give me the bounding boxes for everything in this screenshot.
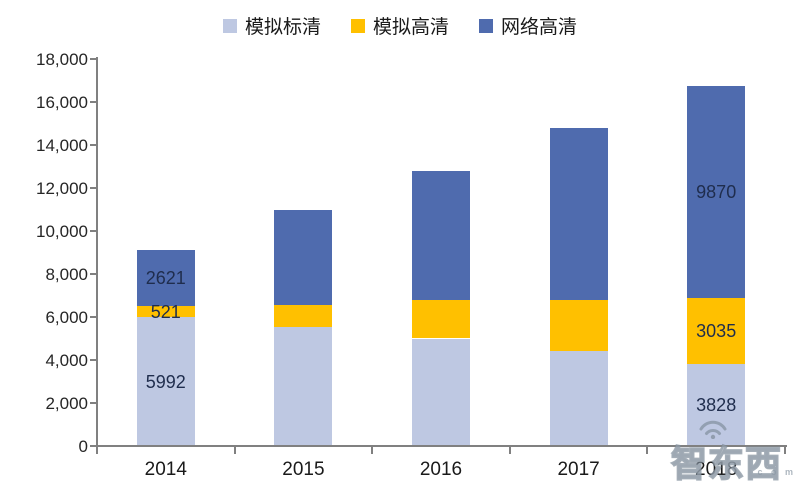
x-category-label: 2015 (282, 459, 325, 480)
bar-value-label: 521 (150, 301, 181, 322)
bar-value-label: 9870 (696, 182, 737, 203)
y-tick-label: 2,000 (45, 393, 88, 413)
bar-segment-2015 (274, 305, 333, 327)
y-tick-mark (90, 359, 96, 361)
bar-value-label: 5992 (145, 371, 186, 392)
watermark-com-suffix: c o m (757, 467, 796, 477)
x-tick-mark (646, 447, 649, 454)
y-tick-label: 12,000 (36, 178, 88, 198)
x-category-label: 2017 (557, 459, 600, 480)
bar-segment-2014 (136, 249, 195, 306)
bar-segment-2017 (549, 351, 608, 446)
bar-segment-2015 (274, 209, 333, 306)
y-tick-mark (90, 101, 96, 103)
y-tick-label: 14,000 (36, 135, 88, 155)
x-category-label: 2018 (695, 459, 738, 480)
y-tick-mark (90, 230, 96, 232)
y-tick-mark (90, 58, 96, 60)
y-tick-mark (90, 187, 96, 189)
legend-item-standard: 模拟标清 (222, 12, 321, 39)
y-tick-label: 6,000 (45, 307, 88, 327)
y-tick-mark (90, 144, 96, 146)
bar-value-label: 2621 (145, 267, 186, 288)
x-category-label: 2014 (144, 459, 187, 480)
legend-label-standard: 模拟标清 (244, 17, 321, 38)
legend-label-network-hd: 网络高清 (501, 17, 578, 38)
x-axis-line (96, 445, 787, 447)
bar-segment-2016 (412, 338, 470, 446)
x-tick-mark (508, 447, 511, 454)
y-tick-mark (90, 273, 96, 275)
bar-segment-2016 (412, 299, 470, 339)
y-tick-label: 8,000 (45, 264, 88, 284)
x-tick-mark (371, 447, 374, 454)
bar-segment-2017 (549, 127, 608, 300)
bar-segment-2016 (412, 170, 470, 300)
bar-value-label: 3035 (696, 321, 737, 342)
y-tick-mark (90, 445, 96, 447)
legend-label-analog-hd: 模拟高清 (372, 17, 449, 38)
legend-swatch-standard (222, 18, 237, 33)
x-tick-mark (96, 447, 98, 454)
bar-value-label: 3828 (696, 394, 737, 415)
legend-item-analog-hd: 模拟高清 (350, 12, 449, 39)
y-tick-label: 10,000 (36, 221, 88, 241)
y-axis-line (96, 57, 98, 447)
bar-segment-2014 (136, 317, 195, 446)
bar-segment-2015 (274, 326, 333, 446)
bar-segment-2018 (687, 86, 746, 299)
x-tick-mark (233, 447, 236, 454)
chart-legend: 模拟标清 模拟高清 网络高清 (0, 12, 800, 39)
legend-swatch-analog-hd (350, 18, 365, 33)
bar-segment-2018 (687, 298, 746, 364)
x-tick-mark (784, 447, 786, 454)
bar-segment-2014 (136, 305, 195, 318)
x-category-label: 2016 (419, 459, 463, 480)
y-tick-mark (90, 316, 96, 318)
y-tick-label: 18,000 (36, 49, 88, 69)
bar-segment-2017 (549, 299, 608, 352)
y-tick-label: 4,000 (45, 350, 88, 370)
y-tick-mark (90, 402, 96, 404)
y-tick-label: 0 (78, 436, 88, 456)
legend-item-network-hd: 网络高清 (479, 12, 577, 39)
legend-swatch-network-hd (479, 18, 493, 33)
y-tick-label: 16,000 (36, 92, 88, 112)
